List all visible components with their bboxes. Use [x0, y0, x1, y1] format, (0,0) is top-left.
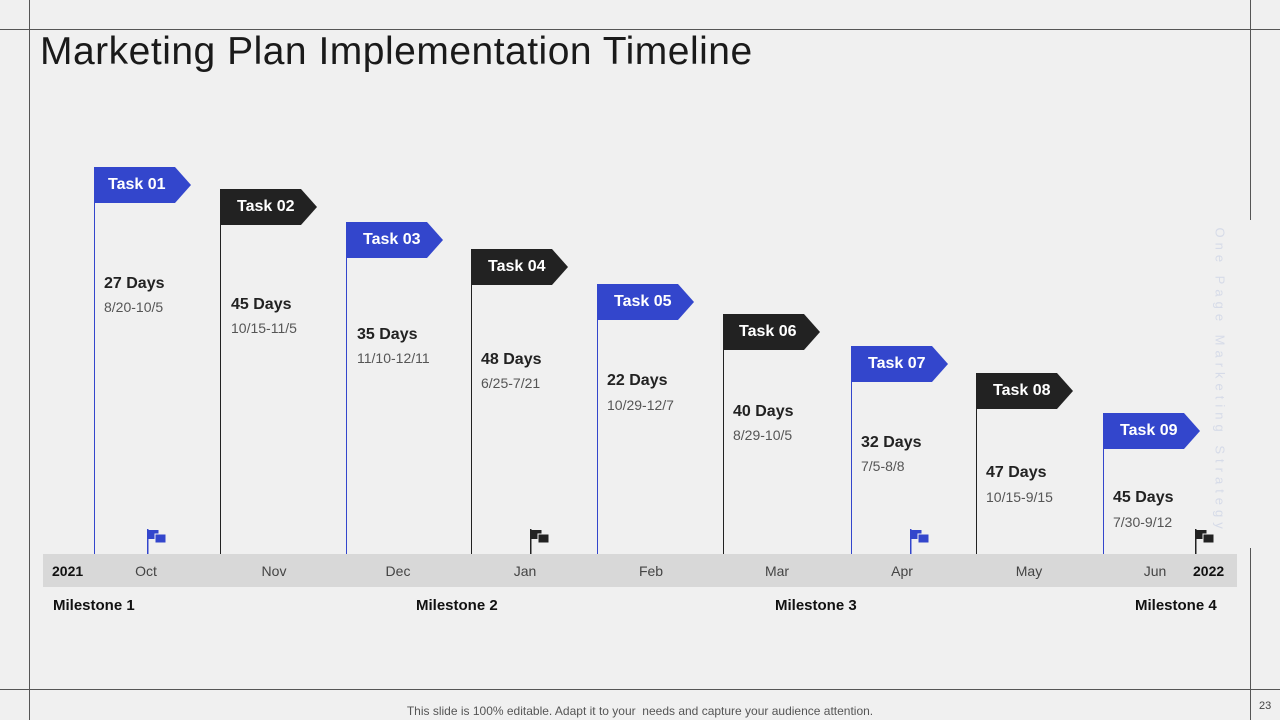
task-06-line	[723, 314, 724, 554]
frame-right-line-bottom	[1250, 548, 1251, 720]
milestone-4-label: Milestone 4	[1135, 597, 1217, 614]
task-08-line	[976, 373, 977, 554]
task-04-line	[471, 249, 472, 554]
frame-right-line-top	[1250, 0, 1251, 220]
task-02-line	[220, 189, 221, 554]
task-03-tag: Task 03	[346, 222, 443, 258]
task-08-dates: 10/15-9/15	[986, 489, 1053, 505]
task-01-tag: Task 01	[94, 167, 191, 203]
axis-month: Apr	[891, 563, 913, 579]
task-03-line	[346, 222, 347, 554]
axis-month: May	[1015, 563, 1043, 579]
black-flag-icon	[1195, 529, 1215, 555]
footer-note: This slide is 100% editable. Adapt it to…	[406, 704, 874, 718]
milestone-3-label: Milestone 3	[775, 597, 857, 614]
task-03-duration: 35 Days	[357, 326, 418, 343]
task-06-duration: 40 Days	[733, 403, 794, 420]
axis-start-year: 2021	[52, 563, 84, 579]
frame-left-line	[29, 0, 30, 720]
task-07-duration: 32 Days	[861, 434, 922, 451]
side-caption: One Page Marketing Strategy	[1212, 227, 1228, 534]
black-flag-icon	[530, 529, 550, 555]
blue-flag-icon	[910, 529, 930, 555]
task-05-dates: 10/29-12/7	[607, 397, 674, 413]
task-06-dates: 8/29-10/5	[733, 427, 793, 443]
task-09-duration: 45 Days	[1113, 489, 1174, 506]
task-07-dates: 7/5-8/8	[861, 458, 905, 474]
task-07-tag: Task 07	[851, 346, 948, 382]
task-01-duration: 27 Days	[104, 275, 165, 292]
page-title: Marketing Plan Implementation Timeline	[40, 30, 753, 73]
axis-month: Feb	[638, 563, 664, 579]
axis-month: Dec	[385, 563, 411, 579]
task-08-duration: 47 Days	[986, 464, 1047, 481]
task-01-dates: 8/20-10/5	[104, 299, 164, 315]
task-02-dates: 10/15-11/5	[231, 320, 297, 336]
axis-month: Nov	[261, 563, 287, 579]
axis-month: Oct	[135, 563, 157, 579]
task-04-dates: 6/25-7/21	[481, 375, 541, 391]
task-06-tag: Task 06	[723, 314, 820, 350]
axis-month: Mar	[764, 563, 790, 579]
task-09-dates: 7/30-9/12	[1113, 514, 1173, 530]
axis-end-year: 2022	[1193, 563, 1225, 579]
frame-top-line	[0, 29, 1280, 30]
milestone-2-label: Milestone 2	[416, 597, 498, 614]
timeline-axis-bar	[43, 554, 1237, 587]
milestone-1-label: Milestone 1	[53, 597, 135, 614]
frame-bottom-line	[0, 689, 1280, 690]
task-09-line	[1103, 413, 1104, 554]
task-02-duration: 45 Days	[231, 296, 292, 313]
task-05-duration: 22 Days	[607, 372, 668, 389]
axis-month: Jun	[1143, 563, 1167, 579]
blue-flag-icon	[147, 529, 167, 555]
task-04-tag: Task 04	[471, 249, 568, 285]
page-number: 23	[1259, 700, 1272, 712]
task-09-tag: Task 09	[1103, 413, 1200, 449]
task-02-tag: Task 02	[220, 189, 317, 225]
task-05-tag: Task 05	[597, 284, 694, 320]
task-08-tag: Task 08	[976, 373, 1073, 409]
task-01-line	[94, 167, 95, 554]
axis-month: Jan	[513, 563, 537, 579]
task-03-dates: 11/10-12/11	[357, 350, 430, 366]
task-04-duration: 48 Days	[481, 351, 542, 368]
task-07-line	[851, 346, 852, 554]
task-05-line	[597, 284, 598, 554]
